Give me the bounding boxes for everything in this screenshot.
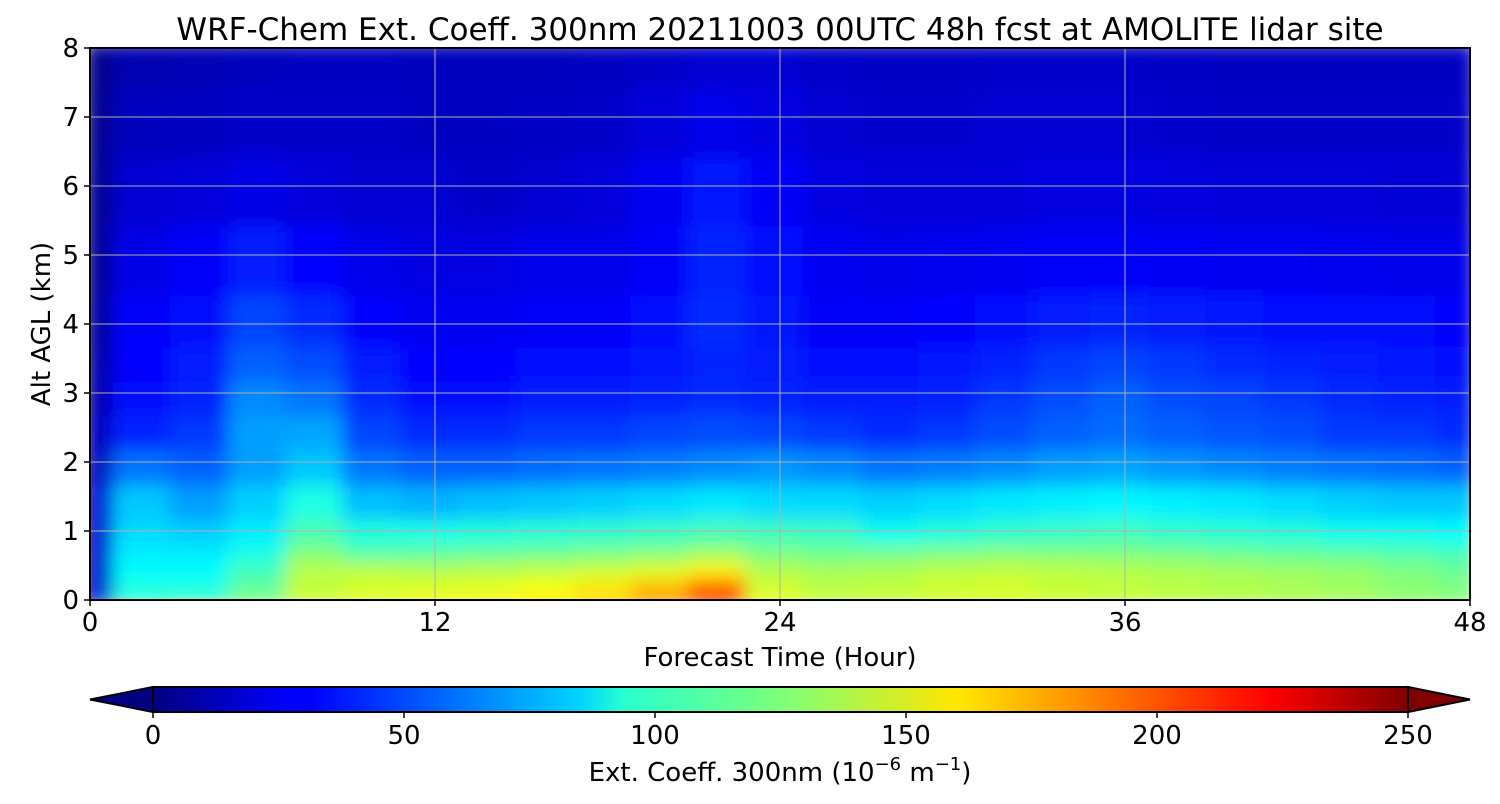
y-tick-label: 7 [62, 103, 79, 133]
chart-title: WRF-Chem Ext. Coeff. 300nm 20211003 00UT… [176, 12, 1383, 48]
colorbar-tick-label: 50 [387, 721, 420, 751]
colorbar-tick-label: 250 [1383, 721, 1433, 751]
y-tick-label: 6 [62, 172, 79, 202]
x-tick-label: 12 [418, 608, 451, 638]
y-tick-label: 3 [62, 379, 79, 409]
y-tick-label: 5 [62, 241, 79, 271]
x-axis: 0 12 24 36 48 [82, 600, 1487, 638]
y-tick-label: 1 [62, 517, 79, 547]
y-tick-label: 0 [62, 586, 79, 616]
colorbar-tick-label: 200 [1132, 721, 1182, 751]
colorbar-ramp [153, 687, 1408, 712]
colorbar-label: Ext. Coeff. 300nm (10−6 m−1) [589, 754, 972, 788]
x-tick-label: 48 [1453, 608, 1486, 638]
colorbar-extend-min [89, 685, 154, 714]
colorbar: 0 50 100 150 200 250 Ext. Coeff. 300nm (10−6 … [89, 685, 1471, 788]
colorbar-tick-label: 0 [145, 721, 162, 751]
colorbar-frame [152, 686, 1409, 713]
y-tick-label: 2 [62, 448, 79, 478]
y-axis: 0 1 2 3 4 5 6 7 8 [62, 34, 90, 616]
x-axis-label: Forecast Time (Hour) [643, 643, 916, 673]
x-tick-label: 24 [763, 608, 796, 638]
x-tick-label: 36 [1108, 608, 1141, 638]
heatmap-cell [1435, 48, 1470, 89]
grid-lines [90, 48, 1470, 600]
colorbar-tick-label: 100 [630, 721, 680, 751]
colorbar-ticks: 0 50 100 150 200 250 [145, 712, 1433, 751]
colorbar-tick-label: 150 [881, 721, 931, 751]
colorbar-extend-max [1407, 685, 1471, 714]
y-tick-label: 8 [62, 34, 79, 64]
y-tick-label: 4 [62, 310, 79, 340]
y-axis-label: Alt AGL (km) [27, 242, 57, 406]
x-tick-label: 0 [82, 608, 99, 638]
